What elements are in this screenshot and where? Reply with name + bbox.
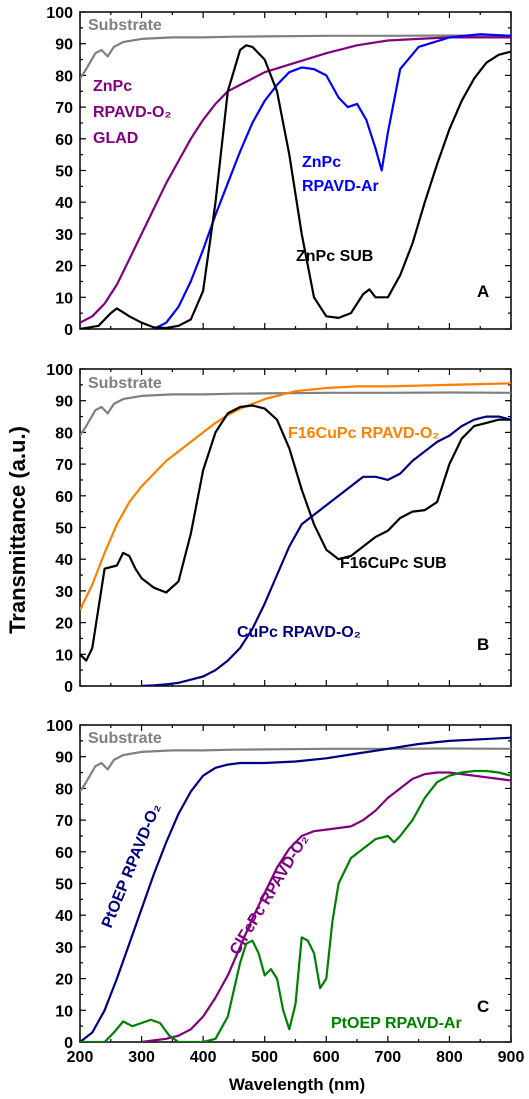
- panel-c-y-tick-label: 60: [55, 845, 73, 862]
- panel-c-y-tick-label: 80: [55, 781, 73, 798]
- panel-a-series-line-znpc-rpavd-o2-glad: [80, 36, 511, 324]
- series-label-line: GLAD: [93, 130, 138, 147]
- panel-c-x-tick-label: 700: [375, 1049, 402, 1066]
- panel-a-plot-frame: [79, 11, 512, 330]
- series-label-line: ZnPc SUB: [296, 248, 373, 265]
- series-label-line: Substrate: [88, 17, 162, 34]
- panel-c-y-tick-label: 90: [55, 750, 73, 767]
- panel-c-series-label-ptoep-rpavd-o2: PtOEP RPAVD-O₂: [99, 801, 164, 930]
- panel-a-y-tick-label: 80: [55, 68, 73, 85]
- panel-b-series-label-substrate: Substrate: [88, 375, 162, 392]
- panel-a-y-tick-label: 10: [55, 290, 73, 307]
- panel-c-x-tick-label: 500: [251, 1049, 278, 1066]
- panel-b-y-tick-label: 40: [55, 552, 73, 569]
- panel-c-series-label-substrate: Substrate: [88, 730, 162, 747]
- panel-a-series-label-znpc-sub: ZnPc SUB: [296, 248, 373, 265]
- panel-a-y-tick-label: 30: [55, 227, 73, 244]
- panel-b-series-line-cupc-rpavd-o2: [141, 415, 511, 686]
- panel-b-y-tick-label: 80: [55, 425, 73, 442]
- panel-a-y-tick-label: 40: [55, 195, 73, 212]
- panel-c-y-tick-label: 0: [64, 1035, 73, 1052]
- panel-a-y-tick-label: 60: [55, 132, 73, 149]
- panel-b-y-tick-label: 70: [55, 457, 73, 474]
- series-label-line: PtOEP RPAVD-O₂: [99, 801, 164, 930]
- series-label-line: ZnPc: [93, 78, 132, 95]
- panel-a-y-tick-label: 20: [55, 259, 73, 276]
- panel-b-series-label-cupc-rpavd-o2: CuPc RPAVD-O₂: [237, 624, 361, 641]
- panel-c-y-tick-label: 20: [55, 972, 73, 989]
- panel-b-y-tick-label: 90: [55, 394, 73, 411]
- panel-b-series-line-f16cupc-rpavd-o2: [80, 382, 511, 611]
- panel-a-y-tick-label: 100: [46, 5, 73, 22]
- panel-a-y-tick-label: 50: [55, 164, 73, 181]
- panel-c-letter: C: [477, 997, 489, 1016]
- panel-a-letter: A: [477, 282, 489, 301]
- panel-b-series-label-f16cupc-rpavd-o2: F16CuPc RPAVD-O₂: [288, 425, 439, 442]
- series-label-line: RPAVD-O₂: [93, 104, 172, 121]
- panel-c-y-tick-label: 100: [46, 718, 73, 735]
- series-label-line: Substrate: [88, 375, 162, 392]
- y-axis-title: Transmittance (a.u.): [5, 426, 30, 634]
- panel-b-y-tick-label: 0: [64, 679, 73, 696]
- panel-c-y-tick-label: 40: [55, 908, 73, 925]
- panel-c-series-line-ptoep-rpavd-o2: [80, 736, 511, 1042]
- panel-b-y-tick-label: 20: [55, 616, 73, 633]
- series-label-line: ZnPc: [302, 154, 341, 171]
- series-label-line: CuPc RPAVD-O₂: [237, 624, 361, 641]
- panel-b-y-tick-label: 60: [55, 489, 73, 506]
- panel-a-series-label-znpc-rpavd-ar: ZnPc RPAVD-Ar: [302, 154, 379, 195]
- series-label-line: PtOEP RPAVD-Ar: [331, 1015, 462, 1032]
- panel-a-y-tick-label: 0: [64, 322, 73, 339]
- panel-b-series-line-f16cupc-sub: [80, 404, 511, 662]
- panel-c-x-tick-label: 900: [498, 1049, 525, 1066]
- series-label-line: ClFePc RPAVD-O₂: [227, 832, 312, 958]
- panel-c-series-line-ptoep-rpavd-ar: [80, 769, 511, 1042]
- panel-c-y-tick-label: 10: [55, 1003, 73, 1020]
- panel-c-series-line-substrate: [80, 747, 511, 793]
- x-axis-title: Wavelength (nm): [229, 1075, 365, 1094]
- panel-a-y-tick-label: 70: [55, 100, 73, 117]
- panel-c-x-tick-label: 200: [67, 1049, 94, 1066]
- panel-c-series-line-clfepc-rpavd-o2: [141, 771, 511, 1042]
- panel-b-y-tick-label: 10: [55, 647, 73, 664]
- panel-b-series-line-substrate: [80, 391, 511, 437]
- panel-b: 0 10 20 30 40 50 60 70 80 90 100 Substrate F16CuPc R…: [46, 362, 512, 696]
- panel-c-x-tick-label: 400: [190, 1049, 217, 1066]
- panel-a-series-label-substrate: Substrate: [88, 17, 162, 34]
- panel-b-letter: B: [477, 635, 489, 654]
- panel-c-y-tick-label: 50: [55, 877, 73, 894]
- panel-a-series-line-znpc-sub: [80, 44, 511, 329]
- panel-a-y-tick-label: 90: [55, 37, 73, 54]
- panel-a-series-line-znpc-rpavd-ar: [153, 33, 511, 329]
- panel-c-x-tick-label: 600: [313, 1049, 340, 1066]
- panel-a: 0 10 20 30 40 50 60 70 80 90 100 Substrate ZnPc RPAVD…: [46, 5, 512, 339]
- series-label-line: F16CuPc RPAVD-O₂: [288, 425, 439, 442]
- panel-a-series-label-znpc-rpavd-o2-glad: ZnPc RPAVD-O₂ GLAD: [93, 78, 172, 147]
- series-label-line: Substrate: [88, 730, 162, 747]
- series-label-line: F16CuPc SUB: [340, 555, 447, 572]
- panel-c-x-tick-label: 800: [436, 1049, 463, 1066]
- panel-b-y-tick-label: 100: [46, 362, 73, 379]
- panel-c-series-label-clfepc-rpavd-o2: ClFePc RPAVD-O₂: [227, 832, 312, 958]
- panel-c: 0 10 20 30 40 50 60 70 80 90 100 200 300 400 500 600 700…: [46, 718, 524, 1066]
- panel-b-y-tick-label: 30: [55, 584, 73, 601]
- panel-b-series-label-f16cupc-sub: F16CuPc SUB: [340, 555, 447, 572]
- panel-b-y-tick-label: 50: [55, 521, 73, 538]
- panel-c-y-tick-label: 30: [55, 940, 73, 957]
- panel-c-series-label-ptoep-rpavd-ar: PtOEP RPAVD-Ar: [331, 1015, 462, 1032]
- panel-c-x-tick-label: 300: [128, 1049, 155, 1066]
- panel-c-y-tick-label: 70: [55, 813, 73, 830]
- panel-a-series-line-substrate: [80, 34, 511, 80]
- series-label-line: RPAVD-Ar: [302, 178, 379, 195]
